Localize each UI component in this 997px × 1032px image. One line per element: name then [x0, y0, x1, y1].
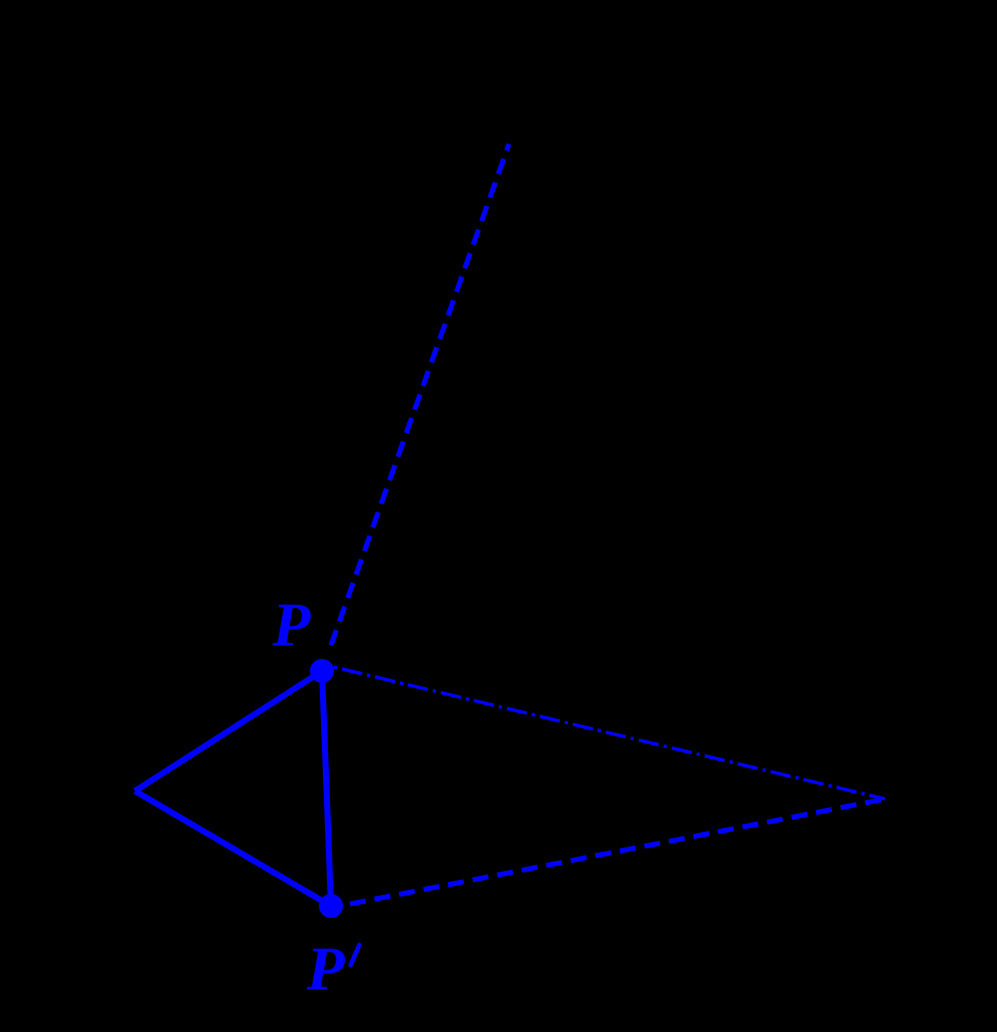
svg-text:P: P — [272, 592, 312, 660]
svg-text:P: P — [306, 936, 346, 1004]
